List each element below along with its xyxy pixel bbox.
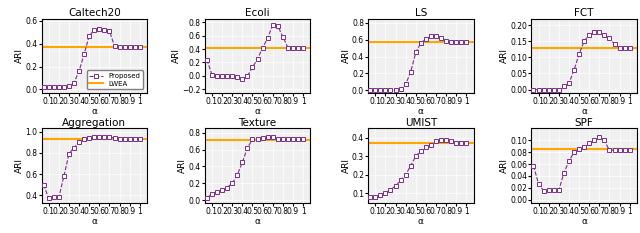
Title: UMIST: UMIST	[404, 118, 437, 128]
X-axis label: α: α	[581, 107, 587, 116]
Title: Texture: Texture	[239, 118, 276, 128]
Title: Ecoli: Ecoli	[245, 8, 270, 18]
Title: LS: LS	[415, 8, 427, 18]
Y-axis label: ARI: ARI	[15, 158, 24, 173]
Title: SPF: SPF	[575, 118, 593, 128]
Y-axis label: ARI: ARI	[178, 158, 188, 173]
X-axis label: α: α	[418, 107, 424, 116]
Title: Caltech20: Caltech20	[68, 8, 121, 18]
Title: FCT: FCT	[574, 8, 594, 18]
X-axis label: α: α	[255, 217, 260, 226]
Y-axis label: ARI: ARI	[172, 48, 181, 63]
Y-axis label: ARI: ARI	[342, 48, 351, 63]
Legend: Proposed, LWEA: Proposed, LWEA	[86, 70, 143, 89]
Y-axis label: ARI: ARI	[500, 48, 509, 63]
Y-axis label: ARI: ARI	[15, 48, 24, 63]
Y-axis label: ARI: ARI	[342, 158, 351, 173]
Title: Aggregation: Aggregation	[62, 118, 126, 128]
X-axis label: α: α	[92, 107, 97, 116]
X-axis label: α: α	[92, 217, 97, 226]
X-axis label: α: α	[255, 107, 260, 116]
X-axis label: α: α	[581, 217, 587, 226]
X-axis label: α: α	[418, 217, 424, 226]
Y-axis label: ARI: ARI	[500, 158, 509, 173]
